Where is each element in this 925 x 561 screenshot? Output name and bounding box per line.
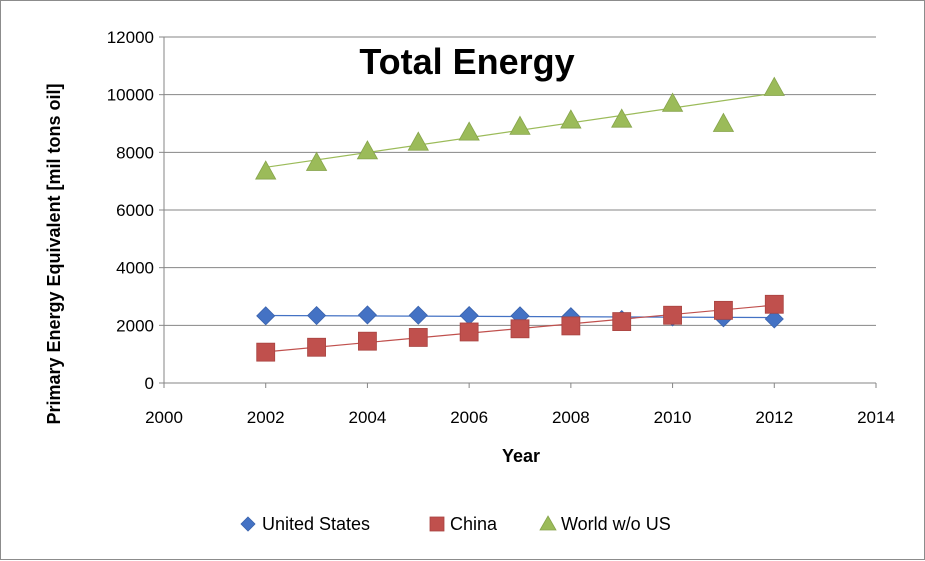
world-w-o-us-point — [356, 140, 379, 160]
x-tick-label: 2000 — [145, 408, 183, 427]
united-states-point — [764, 309, 784, 329]
china-point — [256, 342, 276, 362]
y-tick-label: 6000 — [116, 201, 154, 220]
world-w-o-us-point — [458, 121, 480, 141]
y-tick-label: 8000 — [116, 143, 154, 162]
legend-label-united-states: United States — [262, 514, 370, 534]
legend-label-world-w-o-us: World w/o US — [561, 514, 671, 534]
china-point — [561, 316, 581, 336]
gridlines — [164, 36, 876, 326]
world-w-o-us-point — [509, 115, 531, 135]
x-tick-label: 2004 — [349, 408, 387, 427]
y-tick-label: 2000 — [116, 316, 154, 335]
china-point — [764, 294, 784, 314]
y-tick-labels: 0 2000 4000 6000 8000 10000 12000 — [107, 28, 154, 393]
x-tick-label: 2006 — [450, 408, 488, 427]
china-point — [408, 328, 428, 347]
world-w-o-us-point — [611, 108, 633, 128]
data-points — [255, 76, 785, 362]
china-point — [663, 305, 682, 325]
y-tick-label: 10000 — [107, 86, 154, 105]
united-states-point — [459, 305, 479, 326]
united-states-point — [256, 306, 276, 326]
legend-marker-world-w-o-us — [539, 515, 557, 531]
china-point — [459, 322, 479, 342]
legend-marker-united-states — [240, 516, 256, 532]
china-point — [358, 331, 377, 351]
x-tick-label: 2012 — [755, 408, 793, 427]
china-point — [510, 319, 530, 339]
chart-title: Total Energy — [359, 41, 574, 82]
y-axis-title: Primary Energy Equivalent [mil tons oil] — [44, 83, 64, 424]
x-tick-label: 2014 — [857, 408, 895, 427]
y-tick-label: 0 — [145, 374, 154, 393]
x-tick-label: 2002 — [247, 408, 285, 427]
world-w-o-us-point — [661, 92, 684, 112]
china-point — [612, 312, 632, 331]
x-axis-title: Year — [502, 446, 540, 466]
legend-label-china: China — [450, 514, 498, 534]
united-states-point — [357, 305, 377, 325]
world-w-o-us-point — [305, 151, 328, 171]
legend: United States China World w/o US — [240, 514, 671, 534]
world-w-o-us-point — [407, 131, 429, 151]
united-states-point — [307, 305, 327, 326]
world-w-o-us-point — [712, 112, 735, 132]
legend-marker-china — [429, 516, 445, 532]
x-tick-labels: 2000 2002 2004 2006 2008 2010 2012 2014 — [145, 408, 895, 427]
united-states-point — [408, 305, 428, 325]
y-tick-label: 12000 — [107, 28, 154, 47]
x-tick-label: 2010 — [654, 408, 692, 427]
world-w-o-us-point — [255, 160, 277, 180]
axes — [159, 36, 877, 388]
world-w-o-us-point — [560, 109, 582, 129]
y-tick-label: 4000 — [116, 259, 154, 278]
china-point — [714, 300, 733, 320]
x-tick-label: 2008 — [552, 408, 590, 427]
world-w-o-us-point — [763, 76, 785, 96]
china-point — [307, 337, 326, 357]
